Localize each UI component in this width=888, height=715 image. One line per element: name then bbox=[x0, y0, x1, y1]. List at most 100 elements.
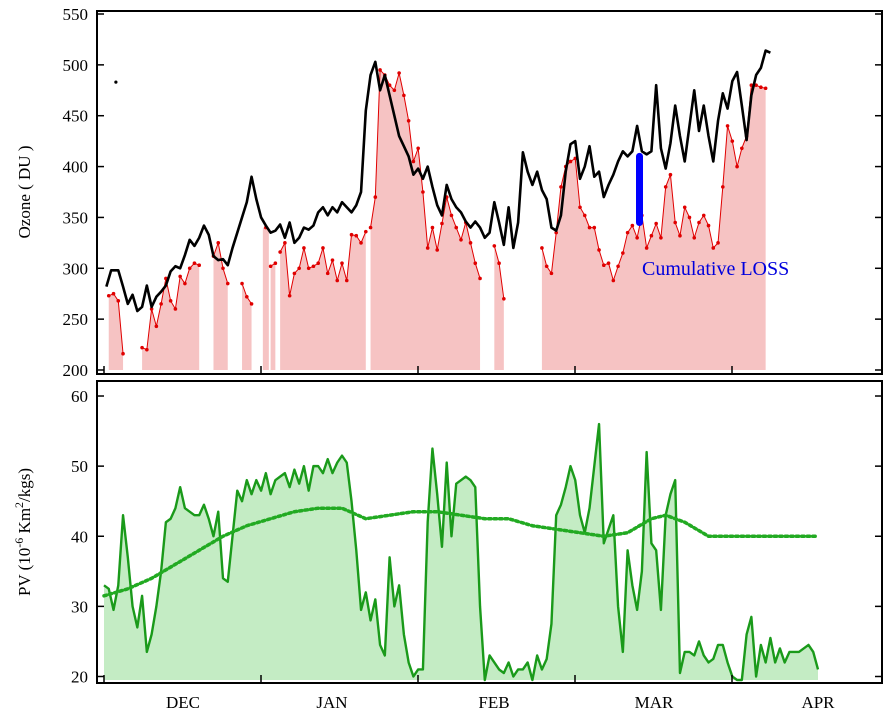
ozone-red-point-9-22 bbox=[644, 246, 649, 250]
ozone-red-point-6-6 bbox=[306, 266, 311, 271]
ozone-red-point-6-8 bbox=[316, 261, 321, 266]
ozone-area-9 bbox=[541, 85, 766, 370]
pv-ytick-label-4: 60 bbox=[71, 387, 88, 406]
ozone-red-point-8-0 bbox=[492, 244, 497, 248]
ozone-red-line-2 bbox=[213, 240, 229, 284]
ozone-red-point-9-35 bbox=[706, 223, 711, 228]
ozone-ytick-label-6: 500 bbox=[63, 56, 89, 75]
ozone-red-point-9-17 bbox=[621, 251, 625, 255]
ozone-red-point-1-7 bbox=[173, 307, 178, 311]
ozone-red-point-9-28 bbox=[673, 220, 677, 225]
ozone-red-point-3-2 bbox=[249, 302, 254, 306]
ozone-red-point-9-12 bbox=[597, 248, 601, 252]
pv-area-fill bbox=[104, 424, 818, 680]
ozone-red-point-1-8 bbox=[178, 274, 182, 279]
ozone-red-point-9-9 bbox=[582, 213, 587, 218]
ozone-red-point-1-6 bbox=[168, 299, 173, 303]
ozone-red-point-7-9 bbox=[411, 159, 416, 164]
ozone-red-point-9-2 bbox=[549, 271, 554, 276]
pv-axis-title-exp1: -6 bbox=[12, 538, 26, 548]
ozone-red-point-9-19 bbox=[630, 223, 635, 228]
ozone-red-point-6-15 bbox=[349, 232, 354, 237]
month-label-mar: MAR bbox=[635, 693, 674, 712]
ozone-black-point-0 bbox=[114, 80, 118, 84]
ozone-area-3 bbox=[242, 283, 252, 370]
ozone-red-point-7-15 bbox=[440, 221, 444, 226]
pv-axis-title-part1: PV (10 bbox=[15, 548, 34, 596]
ozone-red-point-9-39 bbox=[725, 124, 730, 128]
ozone-red-point-9-42 bbox=[740, 146, 744, 151]
ozone-red-point-9-1 bbox=[544, 264, 549, 269]
ozone-red-point-1-3 bbox=[154, 324, 159, 329]
ozone-red-point-7-7 bbox=[402, 93, 406, 98]
ozone-red-point-1-4 bbox=[159, 302, 163, 306]
ozone-ytick-label-2: 300 bbox=[63, 259, 89, 278]
ozone-red-point-6-4 bbox=[297, 266, 301, 271]
ozone-ytick-label-0: 200 bbox=[63, 361, 89, 380]
ozone-red-point-9-20 bbox=[635, 235, 639, 240]
ozone-red-point-6-11 bbox=[330, 258, 335, 262]
ozone-red-point-9-27 bbox=[668, 172, 673, 177]
ozone-red-point-9-40 bbox=[730, 139, 735, 143]
ozone-area-8 bbox=[494, 245, 504, 370]
ozone-red-point-7-12 bbox=[425, 246, 430, 250]
ozone-red-point-1-0 bbox=[140, 345, 144, 350]
ozone-red-point-9-37 bbox=[716, 241, 720, 245]
ozone-red-point-0-0 bbox=[106, 293, 111, 298]
ozone-red-point-9-29 bbox=[678, 233, 682, 238]
ozone-red-point-9-34 bbox=[701, 213, 706, 218]
ozone-red-point-9-3 bbox=[554, 230, 558, 235]
ozone-red-point-1-1 bbox=[145, 347, 149, 352]
ozone-red-point-7-18 bbox=[454, 225, 459, 230]
ozone-red-point-6-5 bbox=[302, 246, 306, 250]
ozone-red-point-6-17 bbox=[359, 241, 363, 245]
ozone-plot-frame bbox=[96, 10, 883, 375]
ozone-red-point-7-1 bbox=[373, 195, 378, 199]
ozone-red-point-2-2 bbox=[221, 266, 225, 271]
ozone-red-point-7-14 bbox=[435, 248, 440, 252]
ozone-red-point-7-21 bbox=[468, 241, 473, 245]
ozone-red-point-9-16 bbox=[616, 264, 620, 269]
ozone-red-line-9 bbox=[541, 84, 766, 283]
ozone-red-point-9-46 bbox=[759, 85, 763, 90]
pv-ytick-label-2: 40 bbox=[71, 527, 88, 546]
ozone-red-point-9-30 bbox=[682, 205, 687, 210]
ozone-red-point-1-9 bbox=[183, 281, 187, 286]
ozone-red-point-7-19 bbox=[459, 238, 463, 242]
cumulative-loss-label: Cumulative LOSS bbox=[642, 258, 789, 280]
ozone-red-point-6-9 bbox=[321, 246, 325, 250]
ozone-red-point-9-38 bbox=[721, 185, 725, 189]
ozone-ytick-label-7: 550 bbox=[63, 5, 89, 24]
pv-axis-title-exp2: 2 bbox=[12, 502, 26, 508]
ozone-red-point-7-13 bbox=[430, 225, 435, 230]
ozone-red-point-9-0 bbox=[540, 246, 544, 250]
ozone-panel: 200 250 300 350 400 450 500 550 Cumulative LOSS… bbox=[15, 5, 883, 380]
ozone-red-point-7-2 bbox=[378, 68, 382, 72]
ozone-red-point-7-17 bbox=[449, 213, 454, 218]
pv-axis-title: PV (10-6 Km2/kgs) bbox=[12, 468, 34, 596]
ozone-red-line-0 bbox=[108, 293, 124, 354]
ozone-red-point-0-3 bbox=[121, 351, 125, 356]
ozone-red-point-9-14 bbox=[606, 261, 611, 266]
ozone-red-point-8-1 bbox=[497, 261, 501, 266]
ozone-area-6 bbox=[280, 231, 366, 370]
ozone-area-4 bbox=[262, 227, 269, 370]
month-label-feb: FEB bbox=[478, 693, 509, 712]
ozone-red-point-1-10 bbox=[187, 266, 192, 271]
pv-panel: 20 30 40 50 60 DEC JAN FEB MAR APR PV (10-6 Km2/k… bbox=[12, 380, 883, 712]
ozone-red-point-6-12 bbox=[335, 278, 340, 283]
ozone-red-point-9-25 bbox=[659, 235, 663, 240]
ozone-red-point-9-26 bbox=[663, 185, 668, 189]
ozone-red-point-6-2 bbox=[287, 293, 292, 298]
ozone-ytick-label-5: 450 bbox=[63, 107, 89, 126]
ozone-area-2 bbox=[213, 242, 228, 370]
ozone-red-point-6-3 bbox=[292, 271, 297, 276]
ozone-red-point-9-6 bbox=[568, 159, 573, 164]
ozone-area-1 bbox=[142, 263, 200, 370]
ozone-red-point-6-13 bbox=[340, 261, 344, 266]
ozone-red-point-9-18 bbox=[625, 230, 630, 235]
ozone-red-point-6-0 bbox=[278, 250, 282, 254]
ozone-red-point-1-2 bbox=[149, 307, 154, 311]
ozone-red-point-9-41 bbox=[735, 164, 739, 169]
